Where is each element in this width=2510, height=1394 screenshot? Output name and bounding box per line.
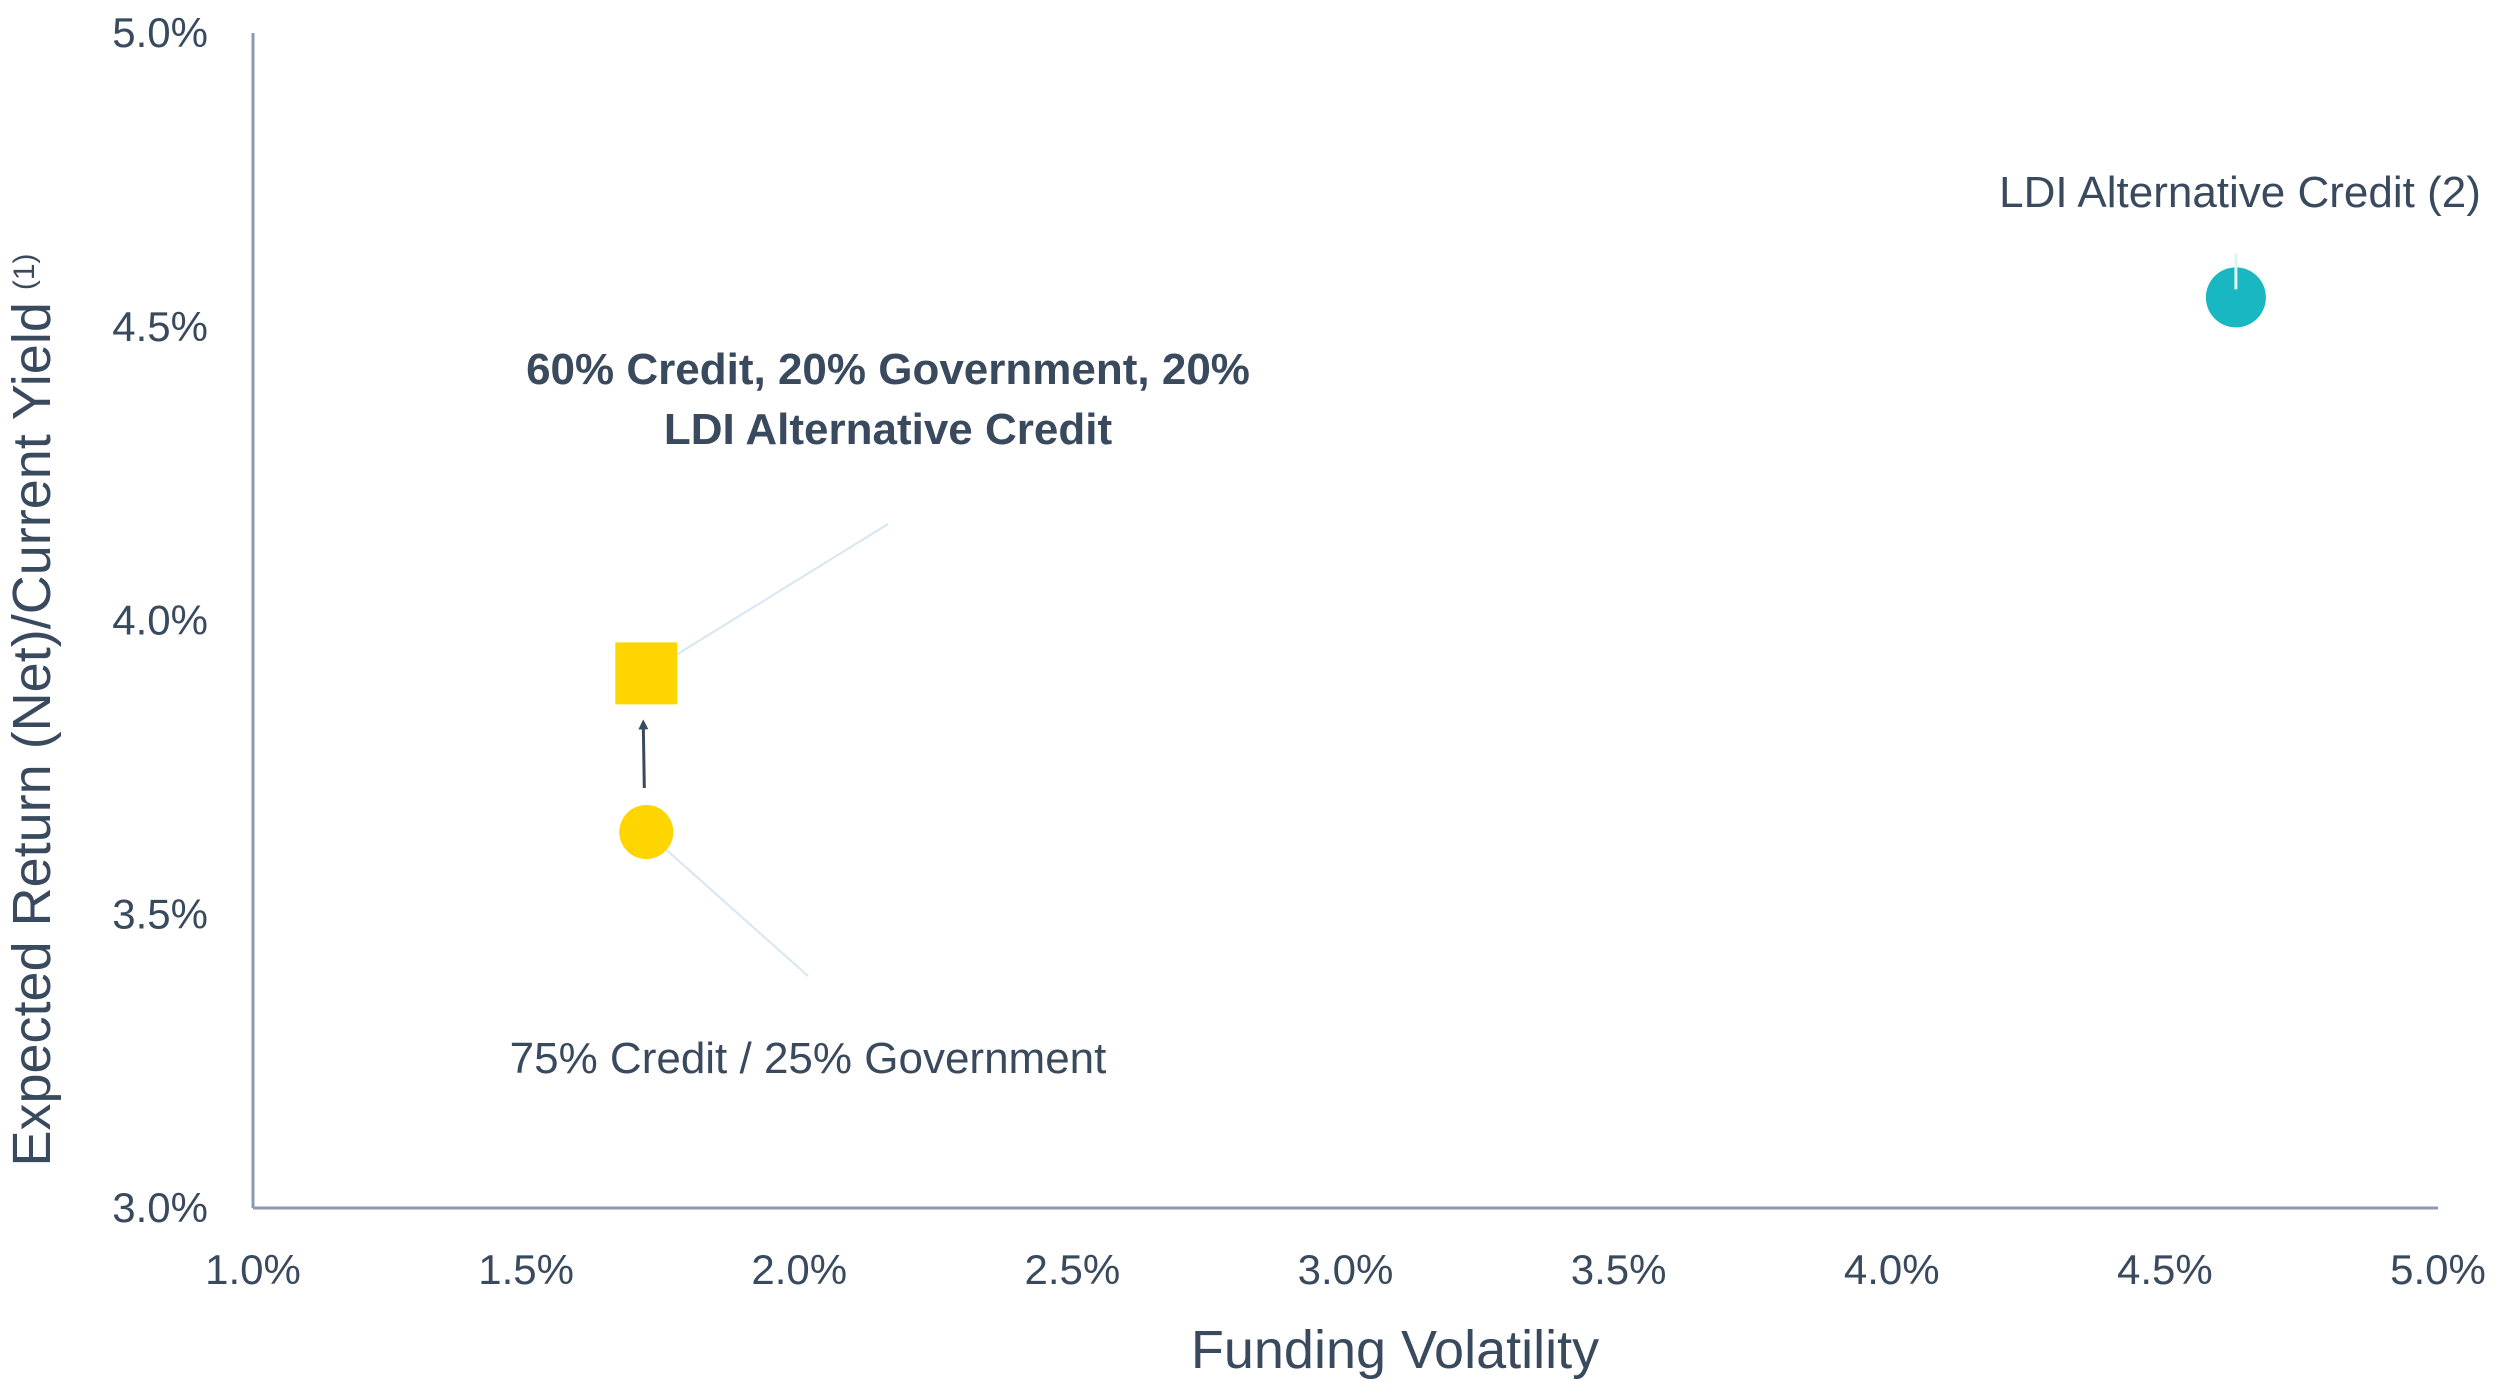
y-tick-label: 4.0%	[112, 597, 208, 644]
annotation-label: 75% Credit / 25% Government	[510, 1034, 1107, 1083]
y-tick-label: 5.0%	[112, 9, 208, 56]
annotation-line: 60% Credit, 20% Government, 20%	[526, 345, 1250, 394]
x-tick-label: 2.5%	[1025, 1246, 1121, 1293]
x-tick-label: 1.0%	[205, 1246, 301, 1293]
data-point-circle	[619, 805, 674, 859]
y-tick-labels: 3.0% 3.5% 4.0% 4.5% 5.0%	[112, 9, 208, 1231]
data-point-square	[615, 642, 678, 705]
x-tick-labels: 1.0% 1.5% 2.0% 2.5% 3.0% 3.5% 4.0% 4.5% 5.0%	[205, 1246, 2486, 1293]
x-tick-label: 5.0%	[2390, 1246, 2486, 1293]
data-point-circle	[2205, 267, 2266, 328]
axes	[251, 33, 2438, 1210]
y-axis-title-text: Expected Return (Net)/Current Yield	[2, 302, 62, 1166]
leader-line	[645, 523, 889, 675]
leader-line	[645, 831, 809, 977]
y-axis-title: Expected Return (Net)/Current Yield (1)	[2, 253, 62, 1166]
x-tick-label: 2.0%	[751, 1246, 847, 1293]
annotation-label: LDI Alternative Credit (2)	[1999, 168, 2481, 217]
y-tick-label: 4.5%	[112, 303, 208, 350]
x-tick-label: 1.5%	[478, 1246, 574, 1293]
annotation-line: LDI Alternative Credit (2)	[1999, 168, 2481, 217]
annotation-line: LDI Alternative Credit	[664, 405, 1113, 454]
data-points	[615, 253, 2266, 859]
x-tick-label: 3.0%	[1298, 1246, 1394, 1293]
y-tick-label: 3.0%	[112, 1184, 208, 1231]
x-tick-label: 4.0%	[1844, 1246, 1940, 1293]
annotation-label: 60% Credit, 20% Government, 20% LDI Alter…	[526, 345, 1250, 454]
y-tick-label: 3.5%	[112, 890, 208, 937]
y-axis-title-superscript: (1)	[8, 253, 41, 290]
x-axis-title: Funding Volatility	[1191, 1320, 1599, 1380]
x-tick-label: 4.5%	[2117, 1246, 2213, 1293]
annotations: 75% Credit / 25% Government 60% Credit, 2…	[510, 168, 2481, 1083]
leader-lines	[645, 523, 889, 977]
arrow	[638, 719, 649, 789]
annotation-line: 75% Credit / 25% Government	[510, 1034, 1107, 1083]
x-tick-label: 3.5%	[1571, 1246, 1667, 1293]
